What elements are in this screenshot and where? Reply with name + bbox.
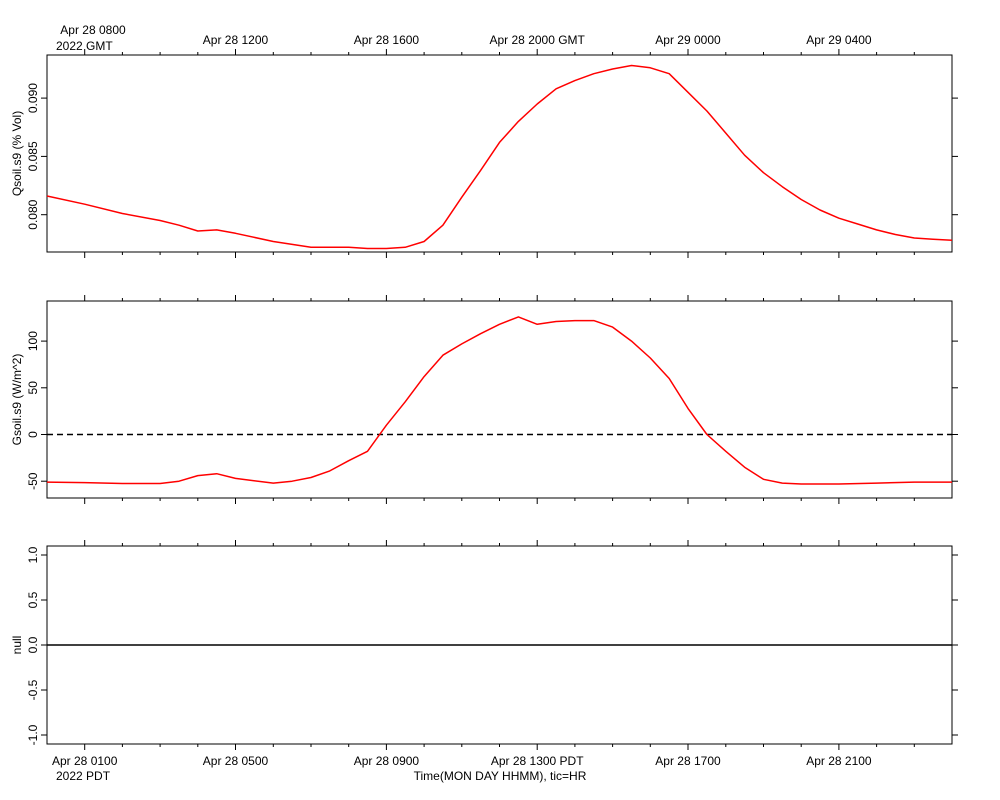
y-tick-label: -1.0	[26, 724, 40, 745]
y-tick-label: 100	[26, 331, 40, 351]
x-ticks	[84, 49, 915, 258]
bottom-tick-label: Apr 28 0500	[203, 754, 269, 768]
y-tick-label: 0	[26, 431, 40, 438]
top-tick-label: Apr 28 1200	[203, 33, 269, 47]
y-axis-title: Qsoil.s9 (% Vol)	[10, 111, 24, 196]
top-year-label: 2022 GMT	[56, 39, 113, 53]
y-axis-title: Gsoil.s9 (W/m^2)	[10, 354, 24, 446]
y-tick-label: 1.0	[26, 546, 40, 563]
bottom-tick-label: Apr 28 1700	[655, 754, 721, 768]
y-tick-label: 0.5	[26, 591, 40, 608]
panel-2-frame	[46, 300, 953, 499]
panel-1-frame	[46, 54, 953, 253]
x-ticks	[84, 295, 915, 504]
top-time-axis: Apr 28 0800 2022 GMT Apr 28 1200 Apr 28 1…	[56, 23, 872, 53]
top-tick-label: Apr 28 2000 GMT	[490, 33, 586, 47]
x-axis-title: Time(MON DAY HHMM), tic=HR	[414, 769, 587, 783]
y-tick-label: -0.5	[26, 679, 40, 700]
top-tick-label: Apr 28 1600	[354, 33, 420, 47]
top-tick-label: Apr 29 0000	[655, 33, 721, 47]
top-first-tick-label: Apr 28 0800	[60, 23, 126, 37]
series-line	[46, 316, 952, 485]
bottom-time-axis: Apr 28 0100 Apr 28 0500 Apr 28 0900 Apr 28 …	[52, 754, 872, 783]
y-axis: -1.0 -0.5 0.0 0.5 1.0 null	[10, 546, 958, 745]
bottom-tick-label: Apr 28 0900	[354, 754, 420, 768]
bottom-tick-label: Apr 28 0100	[52, 754, 118, 768]
y-axis-title: null	[10, 636, 24, 655]
bottom-tick-label: Apr 28 1300 PDT	[491, 754, 584, 768]
bottom-tick-label: Apr 28 2100	[806, 754, 872, 768]
null-panel: -1.0 -0.5 0.0 0.5 1.0 null	[10, 540, 958, 750]
y-tick-label: -50	[26, 472, 40, 490]
top-tick-label: Apr 29 0400	[806, 33, 872, 47]
y-tick-label: 0.0	[26, 636, 40, 653]
bottom-year-label: 2022 PDT	[56, 769, 111, 783]
x-ticks	[84, 540, 915, 750]
y-tick-label: 50	[26, 381, 40, 395]
y-tick-label: 0.090	[26, 83, 40, 113]
y-tick-label: 0.085	[26, 141, 40, 171]
series-line	[46, 64, 953, 250]
y-tick-label: 0.080	[26, 199, 40, 229]
